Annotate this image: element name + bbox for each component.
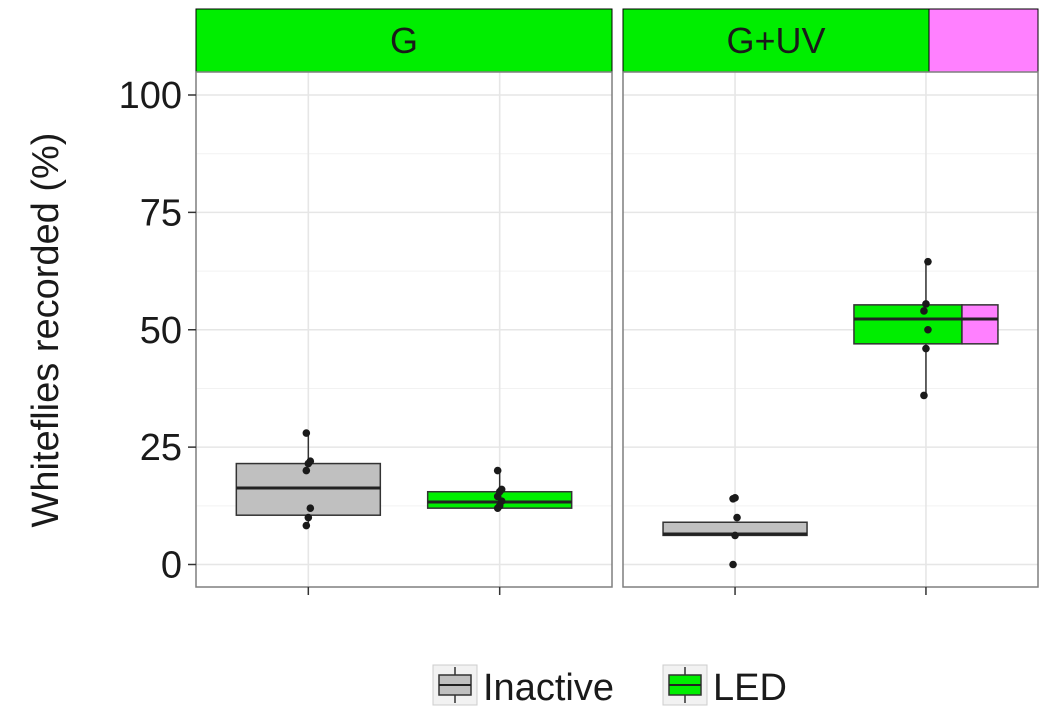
data-point bbox=[733, 513, 741, 522]
data-point bbox=[302, 429, 311, 437]
data-point bbox=[302, 466, 311, 475]
data-point bbox=[920, 391, 928, 400]
data-point bbox=[302, 521, 311, 530]
data-point bbox=[924, 325, 932, 334]
data-point bbox=[306, 457, 315, 466]
y-tick-label: 25 bbox=[140, 427, 182, 469]
legend-label-inactive: Inactive bbox=[483, 667, 614, 709]
data-point bbox=[729, 560, 737, 569]
data-point bbox=[731, 494, 739, 502]
panel-strip-segment bbox=[928, 8, 1039, 73]
y-axis-label: Whiteflies recorded (%) bbox=[25, 133, 67, 528]
data-point bbox=[731, 531, 739, 540]
legend-label-led: LED bbox=[713, 667, 787, 709]
data-point bbox=[306, 504, 315, 512]
panel-title: G+UV bbox=[726, 20, 825, 61]
y-tick-label: 75 bbox=[140, 192, 182, 234]
panel-strip-segment bbox=[195, 8, 613, 73]
data-point bbox=[920, 307, 928, 315]
box-body-segment bbox=[961, 304, 999, 345]
data-point bbox=[922, 300, 930, 308]
data-point bbox=[924, 257, 932, 266]
data-point bbox=[493, 466, 502, 475]
data-point bbox=[922, 344, 930, 353]
panel-strip-segment bbox=[622, 8, 930, 73]
y-tick-label: 50 bbox=[140, 310, 182, 352]
panel-title: G bbox=[390, 20, 418, 61]
data-point bbox=[304, 513, 313, 522]
data-point bbox=[497, 485, 506, 494]
box-body bbox=[853, 304, 963, 345]
y-tick-label: 0 bbox=[161, 545, 182, 587]
panel-border bbox=[622, 71, 1039, 588]
y-tick-label: 100 bbox=[119, 75, 182, 117]
